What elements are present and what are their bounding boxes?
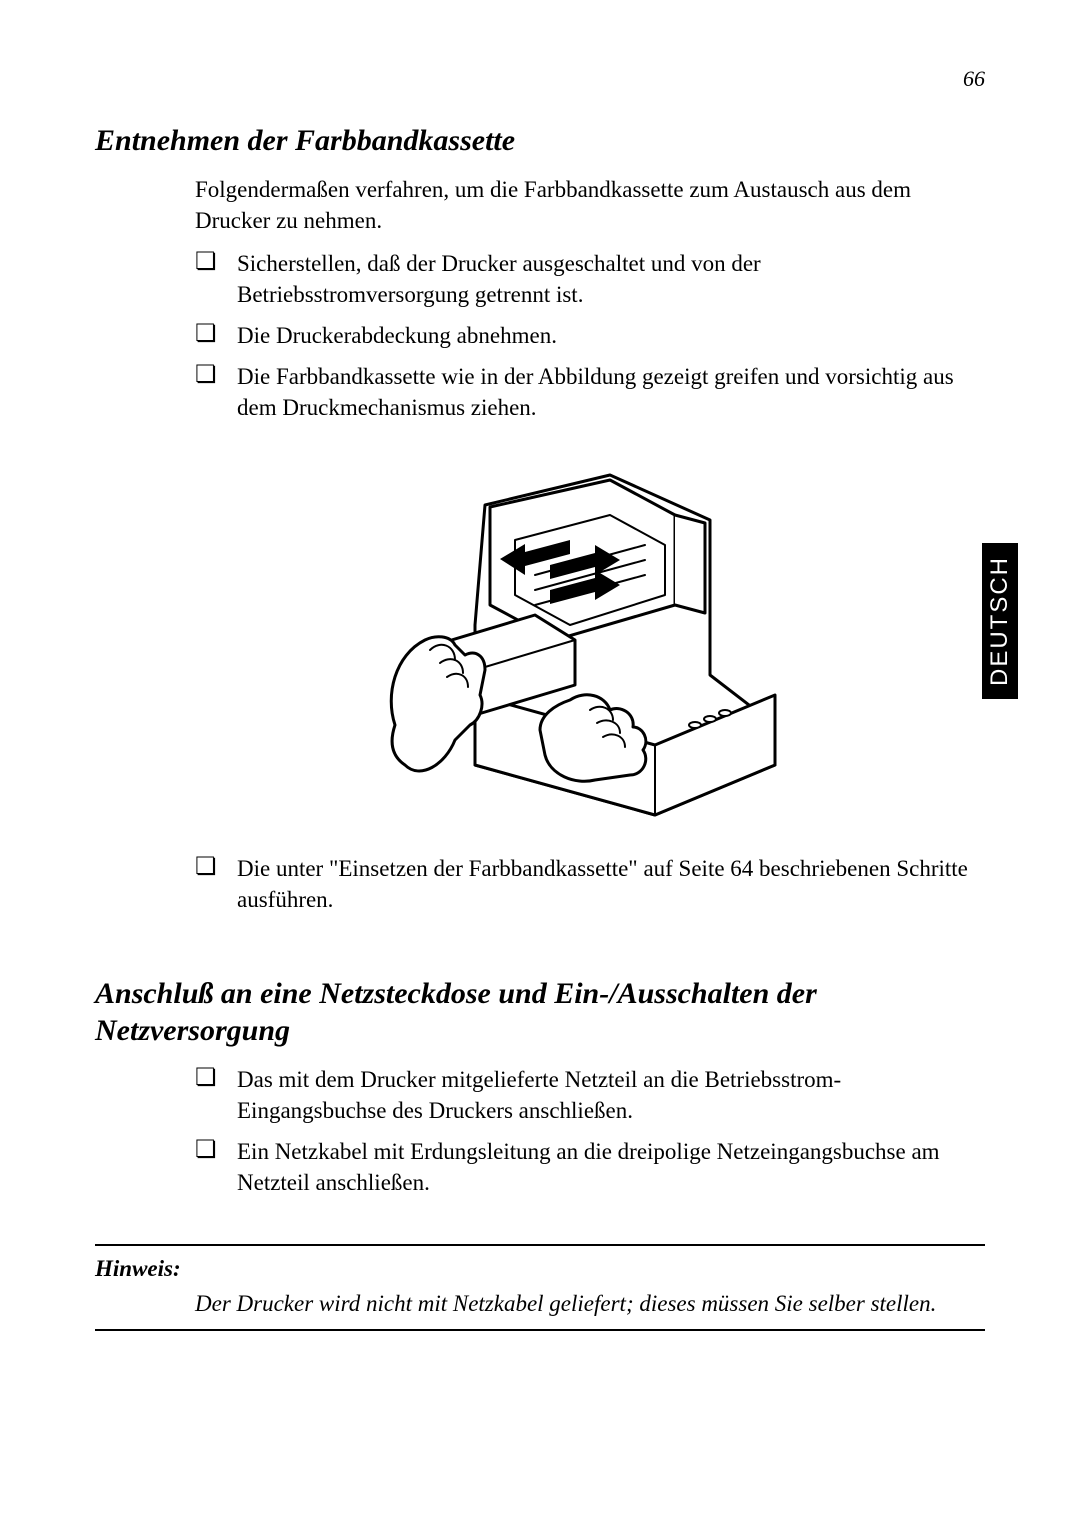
list-item: Sicherstellen, daß der Drucker ausgescha… (195, 248, 975, 310)
list-item: Das mit dem Drucker mitgelieferte Netzte… (195, 1064, 975, 1126)
note-block: Hinweis: Der Drucker wird nicht mit Netz… (95, 1244, 985, 1331)
list-item: Ein Netzkabel mit Erdungsleitung an die … (195, 1136, 975, 1198)
list-item: Die unter "Einsetzen der Farbbandkassett… (195, 853, 975, 915)
ribbon-removal-figure (195, 445, 975, 835)
note-bottom-rule (95, 1329, 985, 1331)
note-text: Der Drucker wird nicht mit Netzkabel gel… (195, 1288, 975, 1319)
section2-title: Anschluß an eine Netzsteckdose und Ein-/… (95, 975, 985, 1050)
section2-body: Das mit dem Drucker mitgelieferte Netzte… (195, 1064, 975, 1198)
list-item: Die Farbbandkassette wie in der Abbildun… (195, 361, 975, 423)
section1-title: Entnehmen der Farbbandkassette (95, 122, 985, 160)
section1-intro: Folgendermaßen verfahren, um die Farbban… (195, 174, 975, 236)
note-top-rule (95, 1244, 985, 1246)
page-number: 66 (963, 66, 985, 92)
note-label: Hinweis: (95, 1256, 985, 1282)
section1-list: Sicherstellen, daß der Drucker ausgescha… (195, 248, 975, 423)
manual-page: 66 DEUTSCH Entnehmen der Farbbandkassett… (0, 0, 1080, 1529)
section1-list-after: Die unter "Einsetzen der Farbbandkassett… (195, 853, 975, 915)
section2-list: Das mit dem Drucker mitgelieferte Netzte… (195, 1064, 975, 1198)
language-tab: DEUTSCH (982, 543, 1018, 699)
section1-body: Folgendermaßen verfahren, um die Farbban… (195, 174, 975, 915)
language-tab-label: DEUTSCH (986, 556, 1014, 686)
list-item: Die Druckerabdeckung abnehmen. (195, 320, 975, 351)
printer-illustration-icon (335, 445, 835, 835)
